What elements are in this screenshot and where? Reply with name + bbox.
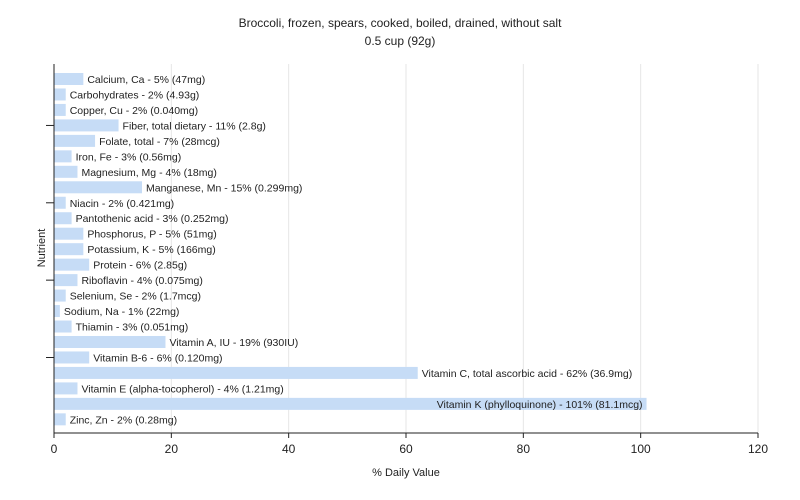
bar-20 <box>54 382 78 395</box>
bar-label-16: Thiamin - 3% (0.051mg) <box>76 322 189 334</box>
bar-label-0: Calcium, Ca - 5% (47mg) <box>87 74 205 86</box>
bar-18 <box>54 351 90 364</box>
y-axis-label: Nutrient <box>36 229 48 268</box>
bar-2 <box>54 103 66 116</box>
bar-label-1: Carbohydrates - 2% (4.93g) <box>70 89 200 101</box>
bar-21 <box>54 397 647 410</box>
x-tick-label-4: 80 <box>517 442 531 456</box>
x-tick-label-3: 60 <box>399 442 413 456</box>
bar-label-15: Sodium, Na - 1% (22mg) <box>64 306 180 318</box>
bar-label-13: Riboflavin - 4% (0.075mg) <box>81 275 202 287</box>
bar-4 <box>54 134 96 147</box>
bar-22 <box>54 413 66 426</box>
bar-7 <box>54 181 142 194</box>
x-tick-label-0: 0 <box>51 442 58 456</box>
bar-12 <box>54 258 90 271</box>
bar-label-20: Vitamin E (alpha-tocopherol) - 4% (1.21m… <box>81 383 283 395</box>
bar-13 <box>54 274 78 287</box>
bar-8 <box>54 196 66 209</box>
bar-label-17: Vitamin A, IU - 19% (930IU) <box>169 337 298 349</box>
bar-5 <box>54 150 72 163</box>
bars: Calcium, Ca - 5% (47mg) Carbohydrates - 2… <box>54 73 647 426</box>
x-tick-label-2: 40 <box>282 442 296 456</box>
chart-title: Broccoli, frozen, spears, cooked, boiled… <box>239 16 563 30</box>
bar-16 <box>54 320 72 333</box>
x-tick-label-6: 120 <box>748 442 768 456</box>
bar-label-3: Fiber, total dietary - 11% (2.8g) <box>123 120 266 132</box>
bar-label-7: Manganese, Mn - 15% (0.299mg) <box>146 182 302 194</box>
bar-1 <box>54 88 66 101</box>
bar-label-9: Pantothenic acid - 3% (0.252mg) <box>76 213 229 225</box>
x-tick-label-5: 100 <box>631 442 651 456</box>
x-axis-label: % Daily Value <box>372 467 440 479</box>
bar-6 <box>54 165 78 178</box>
bar-label-2: Copper, Cu - 2% (0.040mg) <box>70 105 198 117</box>
bar-label-4: Folate, total - 7% (28mcg) <box>99 136 220 148</box>
bar-9 <box>54 212 72 225</box>
bar-label-8: Niacin - 2% (0.421mg) <box>70 198 174 210</box>
bar-label-21: Vitamin K (phylloquinone) - 101% (81.1mc… <box>437 399 643 411</box>
bar-3 <box>54 119 119 132</box>
x-tick-label-1: 20 <box>165 442 179 456</box>
bar-14 <box>54 289 66 302</box>
bar-label-22: Zinc, Zn - 2% (0.28mg) <box>70 414 177 426</box>
bar-11 <box>54 243 84 256</box>
axes: 0 20 40 60 80 100 120 <box>46 64 768 456</box>
bar-label-5: Iron, Fe - 3% (0.56mg) <box>76 151 182 163</box>
bar-label-6: Magnesium, Mg - 4% (18mg) <box>81 167 216 179</box>
bar-label-19: Vitamin C, total ascorbic acid - 62% (36… <box>422 368 632 380</box>
chart-subtitle: 0.5 cup (92g) <box>365 34 436 48</box>
bar-label-14: Selenium, Se - 2% (1.7mcg) <box>70 291 201 303</box>
bar-10 <box>54 227 84 240</box>
bar-label-12: Protein - 6% (2.85g) <box>93 260 187 272</box>
bar-17 <box>54 335 166 348</box>
bar-label-18: Vitamin B-6 - 6% (0.120mg) <box>93 352 222 364</box>
bar-15 <box>54 305 60 318</box>
bar-0 <box>54 73 84 85</box>
bar-19 <box>54 366 418 379</box>
bar-label-11: Potassium, K - 5% (166mg) <box>87 244 215 256</box>
bar-label-10: Phosphorus, P - 5% (51mg) <box>87 229 216 241</box>
